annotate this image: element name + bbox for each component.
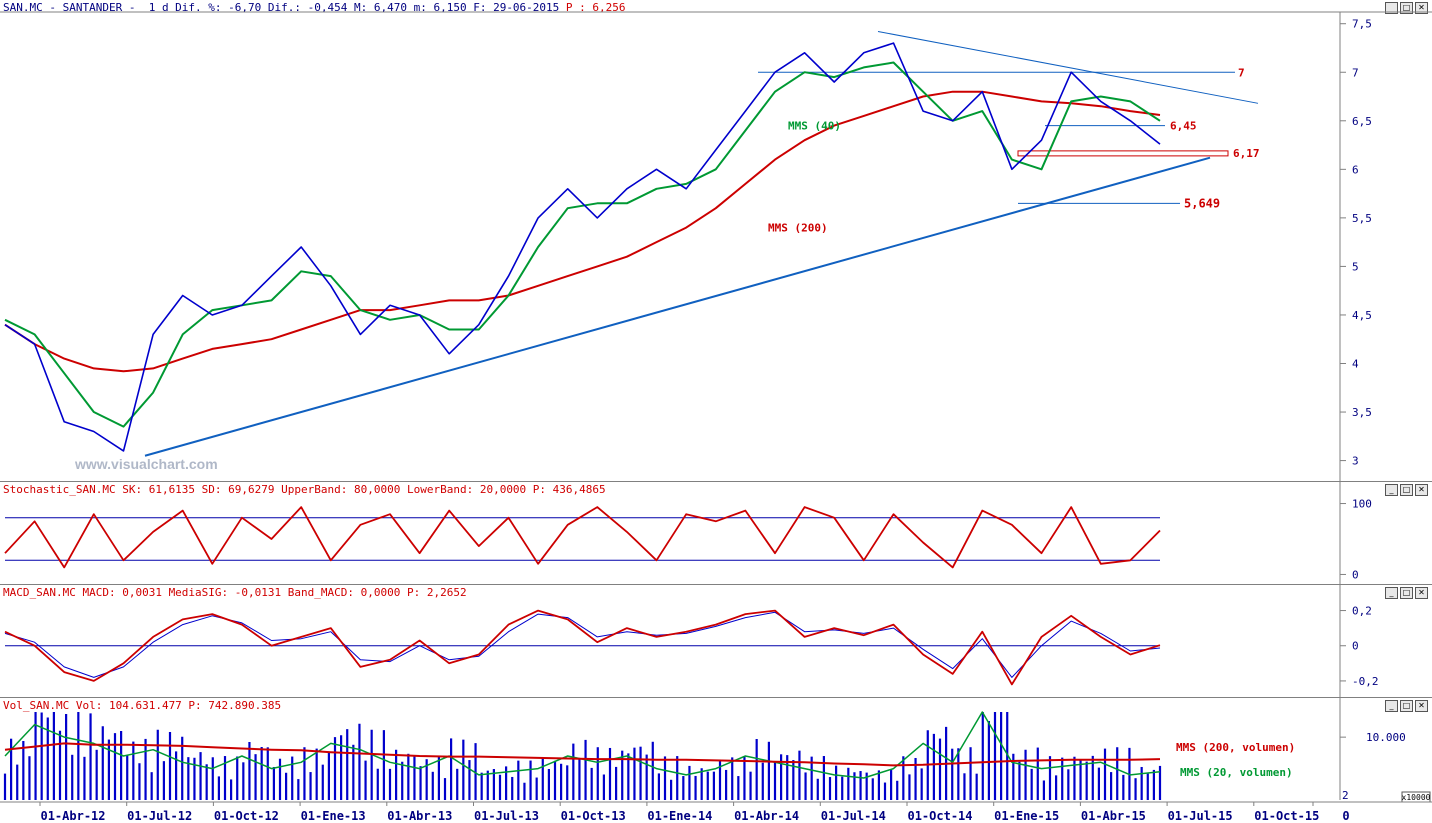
macd-line: [4, 609, 1161, 686]
close-button[interactable]: ✕: [1415, 2, 1428, 14]
annotation-5649: 5,649: [1184, 196, 1220, 210]
volume-y-tick-label: 2: [1342, 789, 1349, 802]
stochastic-line: [4, 506, 1161, 569]
price-y-tick-label: 6,5: [1352, 115, 1372, 128]
price-line: [4, 42, 1161, 452]
macd-y-tick-label: -0,2: [1352, 675, 1379, 688]
volume-mms200-line: [4, 742, 1161, 767]
price-y-tick-label: 5,5: [1352, 212, 1372, 225]
annotation-7: 7: [1238, 66, 1245, 79]
price-window-buttons: _ □ ✕: [1385, 2, 1428, 14]
volume-y-tick-label: 10.000: [1366, 731, 1406, 744]
close-button[interactable]: ✕: [1415, 587, 1428, 599]
resistance-trendline: [877, 30, 1259, 104]
volume-mms200-label: MMS (200, volumen): [1176, 741, 1295, 754]
price-y-tick-label: 5: [1352, 260, 1359, 273]
macd-window-buttons: _ □ ✕: [1385, 587, 1428, 599]
price-header-last: P : 6,256: [565, 1, 626, 14]
minimize-button[interactable]: _: [1385, 587, 1398, 599]
price-header-text: SAN.MC - SANTANDER - 1 d Dif. %: -6,70 D…: [3, 1, 566, 14]
volume-window-buttons: _ □ ✕: [1385, 700, 1428, 712]
minimize-button[interactable]: _: [1385, 700, 1398, 712]
x-axis-tick-label: 01-Ene-13: [301, 809, 366, 823]
maximize-button[interactable]: □: [1400, 587, 1413, 599]
maximize-button[interactable]: □: [1400, 484, 1413, 496]
price-y-tick-label: 3: [1352, 455, 1359, 468]
x-axis-tick-label: 0: [1342, 809, 1349, 823]
x-axis-tick-label: 01-Jul-15: [1168, 809, 1233, 823]
x-axis-tick-label: 01-Jul-12: [127, 809, 192, 823]
volume-header: Vol_SAN.MC Vol: 104.631.477 P: 742.890.3…: [3, 699, 282, 712]
minimize-button[interactable]: _: [1385, 484, 1398, 496]
x-axis-tick-label: 01-Abr-13: [387, 809, 452, 823]
mms40-label: MMS (40): [788, 120, 841, 133]
volume-unit-label: x10000: [1402, 793, 1431, 802]
price-y-tick-label: 4: [1352, 358, 1359, 371]
stochastic-window-buttons: _ □ ✕: [1385, 484, 1428, 496]
x-axis-tick-label: 01-Ene-15: [994, 809, 1059, 823]
stochastic-y-tick-label: 100: [1352, 498, 1372, 511]
price-y-tick-label: 7,5: [1352, 18, 1372, 31]
close-button[interactable]: ✕: [1415, 484, 1428, 496]
annotation-645: 6,45: [1170, 120, 1197, 133]
x-axis-tick-label: 01-Abr-12: [40, 809, 105, 823]
price-y-tick-label: 3,5: [1352, 406, 1372, 419]
volume-mms20-label: MMS (20, volumen): [1180, 766, 1293, 779]
x-axis-tick-label: 01-Jul-14: [821, 809, 886, 823]
x-axis-tick-label: 01-Oct-12: [214, 809, 279, 823]
pane-divider[interactable]: [0, 697, 1432, 698]
price-y-tick-label: 6: [1352, 163, 1359, 176]
x-axis-tick-label: 01-Oct-13: [561, 809, 626, 823]
stochastic-header: Stochastic_SAN.MC SK: 61,6135 SD: 69,627…: [3, 483, 606, 496]
macd-y-tick-label: 0: [1352, 640, 1359, 653]
macd-y-tick-label: 0,2: [1352, 605, 1372, 618]
support-trendline: [144, 156, 1211, 457]
maximize-button[interactable]: □: [1400, 2, 1413, 14]
price-y-tick-label: 7: [1352, 66, 1359, 79]
x-axis-tick-label: 01-Abr-15: [1081, 809, 1146, 823]
pane-divider[interactable]: [0, 481, 1432, 482]
mms200-line: [4, 90, 1161, 373]
price-panel-header: SAN.MC - SANTANDER - 1 d Dif. %: -6,70 D…: [3, 1, 626, 14]
x-axis-tick-label: 01-Abr-14: [734, 809, 799, 823]
close-button[interactable]: ✕: [1415, 700, 1428, 712]
stochastic-y-tick-label: 0: [1352, 568, 1359, 581]
x-axis-tick-label: 01-Oct-14: [907, 809, 972, 823]
x-axis-tick-label: 01-Jul-13: [474, 809, 539, 823]
macd-header: MACD_SAN.MC MACD: 0,0031 MediaSIG: -0,01…: [3, 586, 467, 599]
maximize-button[interactable]: □: [1400, 700, 1413, 712]
mms200-label: MMS (200): [768, 222, 828, 235]
pane-divider[interactable]: [0, 584, 1432, 585]
mms40-line: [4, 61, 1161, 428]
price-y-tick-label: 4,5: [1352, 309, 1372, 322]
x-axis-tick-label: 01-Ene-14: [647, 809, 712, 823]
annotation-617: 6,17: [1233, 147, 1260, 160]
watermark: www.visualchart.com: [75, 456, 218, 472]
minimize-button[interactable]: _: [1385, 2, 1398, 14]
volume-bars: [3, 712, 1162, 800]
support-zone-617: [1017, 150, 1229, 157]
x-axis-tick-label: 01-Oct-15: [1254, 809, 1319, 823]
